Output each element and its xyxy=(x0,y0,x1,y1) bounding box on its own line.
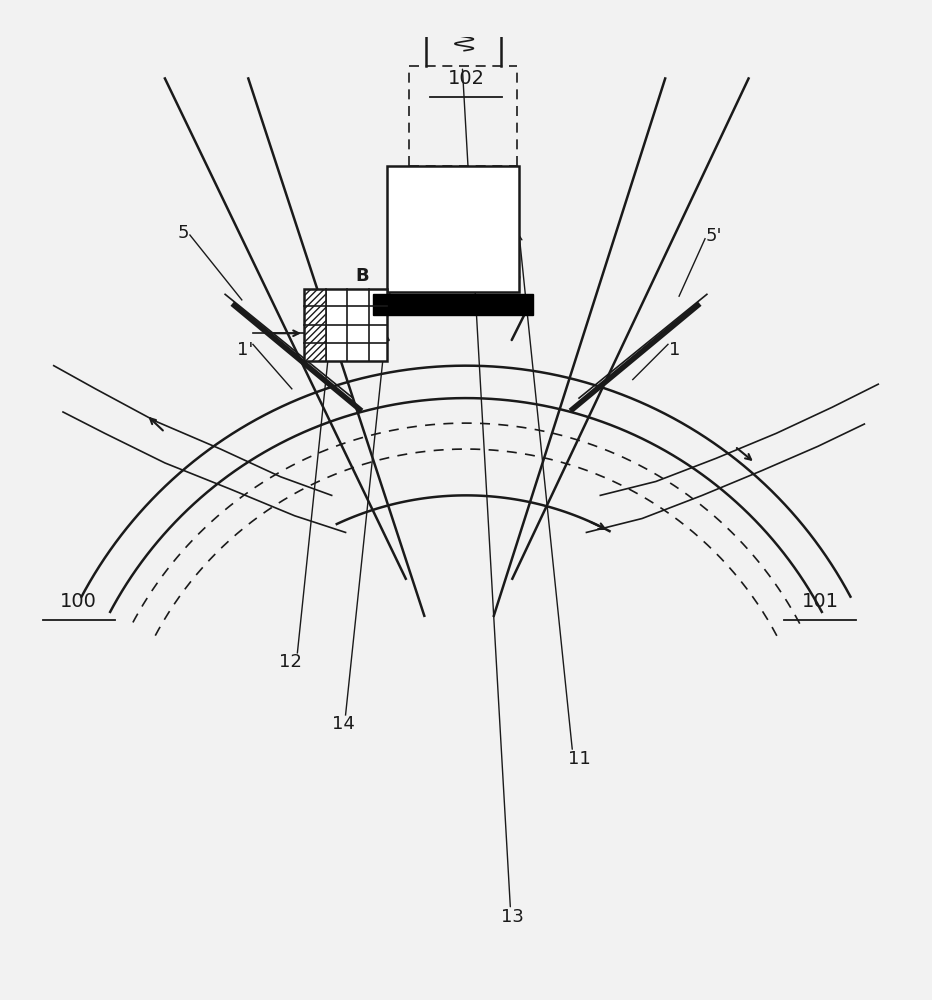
Text: B: B xyxy=(355,267,369,285)
FancyBboxPatch shape xyxy=(374,294,533,315)
FancyBboxPatch shape xyxy=(388,166,519,292)
Text: 1: 1 xyxy=(669,341,680,359)
Text: 5: 5 xyxy=(178,224,189,242)
Text: B: B xyxy=(507,267,521,285)
Text: 101: 101 xyxy=(802,592,839,611)
Text: 1': 1' xyxy=(238,341,254,359)
Text: 14: 14 xyxy=(333,715,355,733)
Text: 100: 100 xyxy=(61,592,97,611)
FancyBboxPatch shape xyxy=(304,289,388,361)
Text: 5': 5' xyxy=(706,227,722,245)
Text: 11: 11 xyxy=(568,750,590,768)
Text: 102: 102 xyxy=(447,69,485,88)
Text: 12: 12 xyxy=(279,653,301,671)
Text: 13: 13 xyxy=(500,908,524,926)
